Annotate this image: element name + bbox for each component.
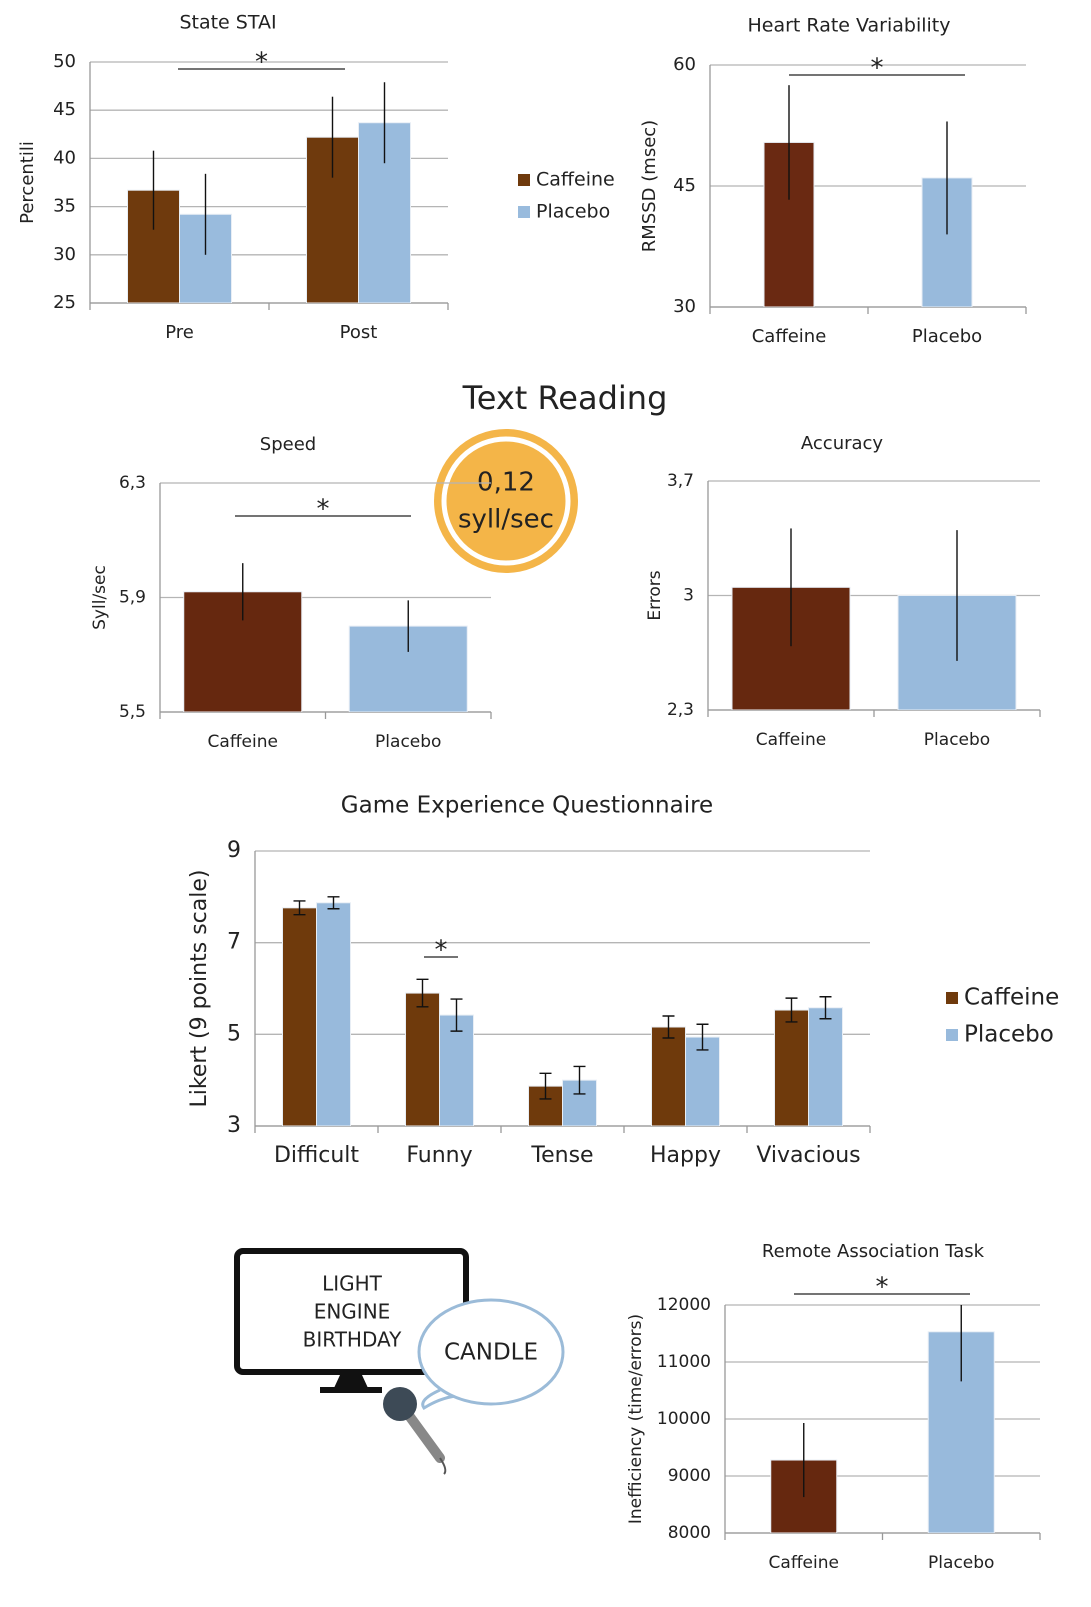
bar: [775, 1010, 809, 1126]
x-tick-label: Vivacious: [756, 1143, 860, 1168]
microphone-cable: [440, 1458, 445, 1474]
y-tick-label: 12000: [657, 1295, 711, 1315]
bar: [283, 908, 317, 1126]
significance-star: *: [871, 54, 884, 84]
chart: Game Experience Questionnaire Likert (9 p…: [187, 793, 1059, 1169]
y-tick-label: 3: [227, 1113, 241, 1138]
x-tick-label: Placebo: [912, 326, 982, 347]
answer-word: CANDLE: [444, 1340, 538, 1366]
x-tick-label: Caffeine: [752, 326, 827, 347]
y-tick-label: 2,3: [667, 700, 694, 720]
x-tick-label: Tense: [530, 1143, 593, 1168]
y-tick-label: 6,3: [119, 473, 146, 493]
chart-title: Heart Rate Variability: [747, 15, 950, 37]
x-tick-label: Happy: [650, 1143, 721, 1168]
y-tick-label: 9000: [668, 1466, 711, 1486]
x-tick-label: Post: [340, 322, 378, 343]
y-tick-label: 3: [683, 586, 694, 606]
significance-star: *: [255, 48, 268, 78]
y-axis-label: RMSSD (msec): [639, 120, 660, 252]
x-tick-label: Caffeine: [208, 732, 278, 752]
x-tick-label: Placebo: [375, 732, 441, 752]
y-tick-label: 10000: [657, 1409, 711, 1429]
y-tick-label: 40: [53, 147, 76, 168]
chart: Accuracy Errors 2,3 3 3,7 Caffeine Placebo: [645, 433, 1040, 750]
chart: State STAI Percentili 25 30 35 40 45 50 Pre Post C…: [17, 12, 615, 344]
y-tick-label: 11000: [657, 1352, 711, 1372]
legend-label: Placebo: [964, 1022, 1054, 1048]
chart-title: Remote Association Task: [762, 1241, 985, 1262]
section-title: Text Reading: [462, 379, 668, 417]
x-tick-label: Placebo: [928, 1553, 994, 1573]
legend-swatch: [946, 992, 958, 1004]
chart-title: State STAI: [179, 12, 276, 34]
y-tick-label: 25: [53, 292, 76, 313]
y-tick-label: 45: [673, 175, 696, 196]
screen-word: LIGHT: [322, 1272, 383, 1296]
figure: Text Reading 0,12 syll/sec LIGHT ENGINE …: [0, 0, 1091, 1607]
chart-title: Accuracy: [801, 433, 884, 454]
illustration: LIGHT ENGINE BIRTHDAY CANDLE: [237, 1251, 563, 1474]
y-tick-label: 3,7: [667, 471, 694, 491]
chart: Remote Association Task Inefficiency (tim…: [626, 1241, 1040, 1573]
chart-title: Game Experience Questionnaire: [341, 793, 713, 819]
legend-label: Placebo: [536, 201, 610, 223]
x-tick-label: Pre: [165, 322, 194, 343]
legend-swatch: [518, 206, 530, 218]
x-tick-label: Caffeine: [769, 1553, 839, 1573]
screen-word: BIRTHDAY: [303, 1328, 402, 1352]
y-tick-label: 9: [227, 838, 241, 863]
y-tick-label: 60: [673, 54, 696, 75]
y-tick-label: 5,5: [119, 702, 146, 722]
significance-star: *: [876, 1273, 889, 1303]
y-axis-label: Likert (9 points scale): [187, 870, 212, 1108]
legend-swatch: [946, 1029, 958, 1041]
monitor-base: [320, 1387, 382, 1393]
legend-label: Caffeine: [964, 985, 1059, 1011]
chart: Speed Syll/sec 5,5 5,9 6,3 Caffeine Placebo *: [90, 434, 491, 752]
y-tick-label: 5,9: [119, 588, 146, 608]
badge-outer: [434, 429, 578, 573]
y-tick-label: 8000: [668, 1523, 711, 1543]
y-tick-label: 50: [53, 51, 76, 72]
chart: Heart Rate Variability RMSSD (msec) 30 45 60…: [639, 15, 1026, 348]
y-tick-label: 30: [673, 296, 696, 317]
significance-star: *: [435, 936, 448, 966]
x-tick-label: Difficult: [274, 1143, 359, 1168]
y-tick-label: 35: [53, 196, 76, 217]
y-tick-label: 7: [227, 930, 241, 955]
significance-star: *: [317, 495, 330, 525]
y-tick-label: 5: [227, 1021, 241, 1046]
y-axis-label: Percentili: [17, 141, 38, 224]
badge-text: syll/sec: [458, 505, 554, 535]
chart-title: Speed: [260, 434, 316, 455]
x-tick-label: Placebo: [924, 730, 990, 750]
y-axis-label: Errors: [645, 570, 665, 620]
screen-word: ENGINE: [314, 1300, 391, 1324]
y-axis-label: Inefficiency (time/errors): [626, 1314, 646, 1524]
y-axis-label: Syll/sec: [90, 565, 110, 630]
microphone-head: [383, 1387, 417, 1421]
legend-label: Caffeine: [536, 169, 615, 191]
x-tick-label: Caffeine: [756, 730, 826, 750]
bar: [652, 1027, 686, 1126]
badge: 0,12 syll/sec: [434, 429, 578, 573]
legend-swatch: [518, 174, 530, 186]
y-tick-label: 30: [53, 244, 76, 265]
bar: [317, 903, 351, 1126]
x-tick-label: Funny: [406, 1143, 472, 1168]
monitor-stand: [334, 1375, 368, 1388]
bar: [809, 1008, 843, 1126]
y-tick-label: 45: [53, 99, 76, 120]
bar: [406, 993, 440, 1126]
